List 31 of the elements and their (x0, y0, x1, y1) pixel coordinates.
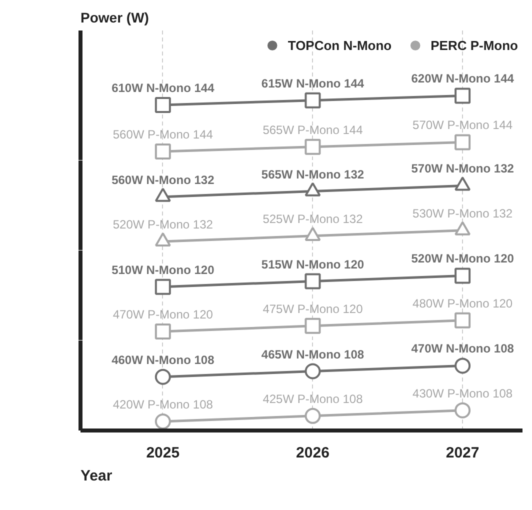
legend-label: PERC P-Mono (430, 38, 518, 52)
data-label: 620W N-Mono 144 (411, 72, 514, 86)
data-label: 520W N-Mono 120 (411, 252, 514, 266)
data-label: 430W P-Mono 108 (412, 386, 513, 400)
data-label: 520W P-Mono 132 (112, 218, 214, 232)
data-label: 570W N-Mono 132 (411, 162, 514, 176)
data-label: 465W N-Mono 108 (261, 347, 364, 362)
x-tick-label: 2025 (146, 444, 180, 462)
data-label: 525W P-Mono 132 (262, 212, 364, 226)
x-axis-title: Year (80, 468, 112, 484)
data-label: 510W N-Mono 120 (112, 262, 215, 277)
data-label: 560W N-Mono 132 (112, 172, 215, 187)
data-label: 480W P-Mono 120 (412, 296, 513, 310)
data-label: 420W P-Mono 108 (112, 398, 214, 412)
x-tick-label: 2026 (296, 444, 330, 462)
data-label: 425W P-Mono 108 (262, 392, 364, 406)
data-label: 560W P-Mono 144 (112, 128, 214, 142)
data-label: 565W P-Mono 144 (262, 122, 364, 137)
data-label: 460W N-Mono 108 (112, 352, 215, 367)
data-label: 470W P-Mono 120 (112, 308, 214, 322)
legend-label: TOPCon N-Mono (288, 38, 392, 52)
data-label: 570W P-Mono 144 (412, 118, 513, 132)
data-label: 565W N-Mono 132 (261, 167, 364, 182)
data-label: 515W N-Mono 120 (261, 257, 364, 272)
y-axis-title: Power (W) (80, 10, 149, 26)
data-label: 530W P-Mono 132 (412, 206, 513, 220)
data-label: 615W N-Mono 144 (261, 76, 364, 90)
data-label: 610W N-Mono 144 (112, 81, 215, 95)
data-label: 475W P-Mono 120 (262, 302, 364, 316)
x-tick-label: 2027 (446, 444, 480, 462)
data-label: 470W N-Mono 108 (411, 342, 514, 356)
